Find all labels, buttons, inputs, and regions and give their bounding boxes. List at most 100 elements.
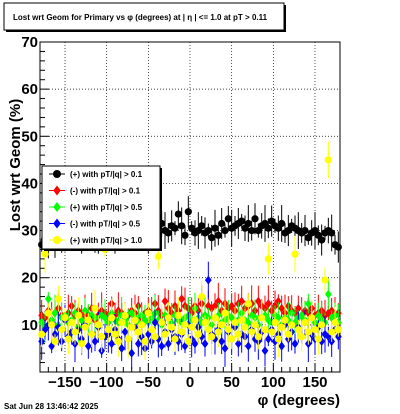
data-point — [318, 321, 326, 329]
legend-marker — [53, 236, 61, 244]
data-point — [278, 219, 286, 228]
legend-marker — [53, 218, 61, 229]
legend-label: (+) with pT/|q| > 0.1 — [70, 170, 143, 179]
data-point — [74, 311, 82, 320]
data-point — [51, 337, 59, 345]
data-point — [44, 294, 52, 304]
data-point — [214, 328, 222, 336]
legend: (+) with pT/|q| > 0.1 (-) with pT/|q| > 0… — [41, 165, 162, 251]
data-point — [178, 222, 186, 230]
data-point — [154, 252, 162, 261]
data-point — [148, 325, 156, 334]
y-tick-label: 70 — [21, 34, 38, 51]
data-point — [91, 336, 99, 346]
x-tick-label: 100 — [261, 374, 286, 391]
legend-label: (-) with pT/|q| > 0.5 — [70, 220, 141, 229]
data-point — [278, 323, 286, 331]
data-point — [274, 335, 282, 343]
data-point — [264, 224, 272, 232]
data-point — [121, 327, 129, 337]
data-point — [294, 325, 302, 334]
data-point — [244, 300, 252, 308]
data-point — [181, 321, 189, 329]
data-point — [251, 321, 259, 329]
data-point — [158, 341, 166, 351]
data-point — [128, 308, 136, 318]
data-point — [101, 313, 109, 323]
data-point — [184, 337, 192, 345]
data-point — [171, 335, 179, 343]
x-tick-label: 0 — [186, 374, 194, 391]
data-point — [108, 314, 116, 322]
data-point — [204, 226, 212, 235]
data-point — [91, 304, 99, 312]
legend-marker — [53, 202, 61, 212]
data-point — [114, 337, 122, 345]
data-point — [284, 330, 292, 338]
data-point — [98, 333, 106, 341]
data-point — [244, 341, 252, 351]
data-point — [164, 314, 172, 322]
data-point — [311, 325, 319, 334]
data-point — [204, 275, 212, 285]
data-point — [164, 339, 172, 349]
data-point — [84, 316, 92, 324]
data-point — [261, 346, 269, 356]
data-point — [298, 310, 306, 320]
data-point — [228, 335, 236, 343]
data-point — [128, 348, 136, 358]
data-point — [221, 343, 229, 353]
data-point — [174, 311, 182, 320]
data-point — [168, 323, 176, 331]
y-tick-label: 50 — [21, 128, 38, 145]
data-point — [158, 318, 166, 327]
data-point — [214, 296, 222, 306]
data-point — [238, 217, 246, 225]
x-tick-label: 50 — [223, 374, 240, 391]
data-point — [224, 325, 232, 334]
y-tick-label: 40 — [21, 175, 38, 192]
data-point — [134, 328, 142, 336]
y-tick-label: 20 — [21, 270, 38, 287]
data-point — [248, 328, 256, 336]
x-tick-label: −150 — [48, 374, 82, 391]
data-point — [281, 316, 289, 324]
data-point — [131, 316, 139, 324]
data-point — [134, 339, 142, 349]
data-point — [48, 321, 56, 329]
data-point — [218, 219, 226, 228]
data-point — [218, 336, 226, 346]
data-point — [278, 341, 286, 351]
data-point — [264, 255, 272, 263]
data-point — [44, 309, 52, 317]
data-point — [204, 325, 212, 334]
data-point — [298, 333, 306, 341]
data-point — [178, 294, 186, 304]
data-point — [124, 335, 132, 343]
data-point — [258, 314, 266, 322]
data-point — [58, 325, 66, 334]
data-point — [61, 314, 69, 322]
x-tick-label: 150 — [302, 374, 327, 391]
data-point — [324, 156, 332, 164]
data-point — [331, 318, 339, 327]
data-point — [221, 226, 229, 235]
data-point — [334, 325, 342, 334]
data-point — [184, 208, 192, 216]
data-point — [38, 330, 46, 338]
data-point — [84, 341, 92, 351]
data-point — [164, 229, 172, 237]
data-point — [161, 330, 169, 338]
data-point — [278, 303, 286, 313]
data-point — [64, 335, 72, 343]
data-point — [208, 333, 216, 341]
data-point — [211, 224, 219, 232]
data-point — [141, 337, 149, 345]
data-point — [211, 314, 219, 322]
data-point — [151, 318, 159, 327]
data-point — [191, 316, 199, 324]
data-point — [41, 250, 49, 258]
data-point — [71, 328, 79, 336]
legend-label: (+) with pT/|q| > 0.5 — [70, 203, 143, 212]
data-point — [214, 231, 222, 239]
